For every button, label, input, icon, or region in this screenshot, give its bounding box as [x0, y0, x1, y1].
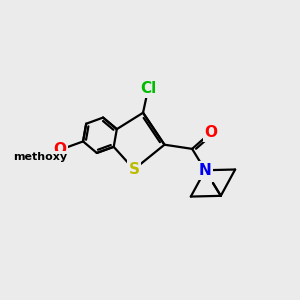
Text: S: S [128, 162, 140, 177]
Text: methoxy: methoxy [13, 152, 67, 162]
Text: O: O [204, 125, 218, 140]
Text: N: N [199, 163, 211, 178]
Text: Cl: Cl [140, 81, 156, 96]
Text: O: O [53, 142, 66, 158]
